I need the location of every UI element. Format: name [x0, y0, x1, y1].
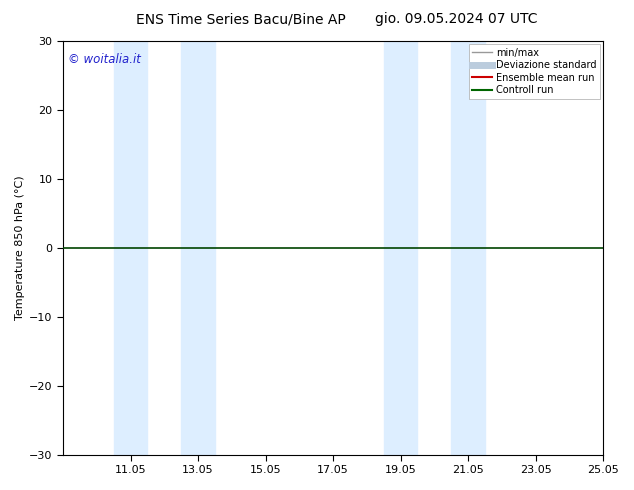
- Y-axis label: Temperature 850 hPa (°C): Temperature 850 hPa (°C): [15, 175, 25, 320]
- Text: ENS Time Series Bacu/Bine AP: ENS Time Series Bacu/Bine AP: [136, 12, 346, 26]
- Text: gio. 09.05.2024 07 UTC: gio. 09.05.2024 07 UTC: [375, 12, 538, 26]
- Bar: [384, 41, 417, 455]
- Bar: [181, 41, 215, 455]
- Legend: min/max, Deviazione standard, Ensemble mean run, Controll run: min/max, Deviazione standard, Ensemble m…: [469, 44, 600, 99]
- Bar: [113, 41, 148, 455]
- Text: © woitalia.it: © woitalia.it: [68, 53, 141, 67]
- Bar: [451, 41, 485, 455]
